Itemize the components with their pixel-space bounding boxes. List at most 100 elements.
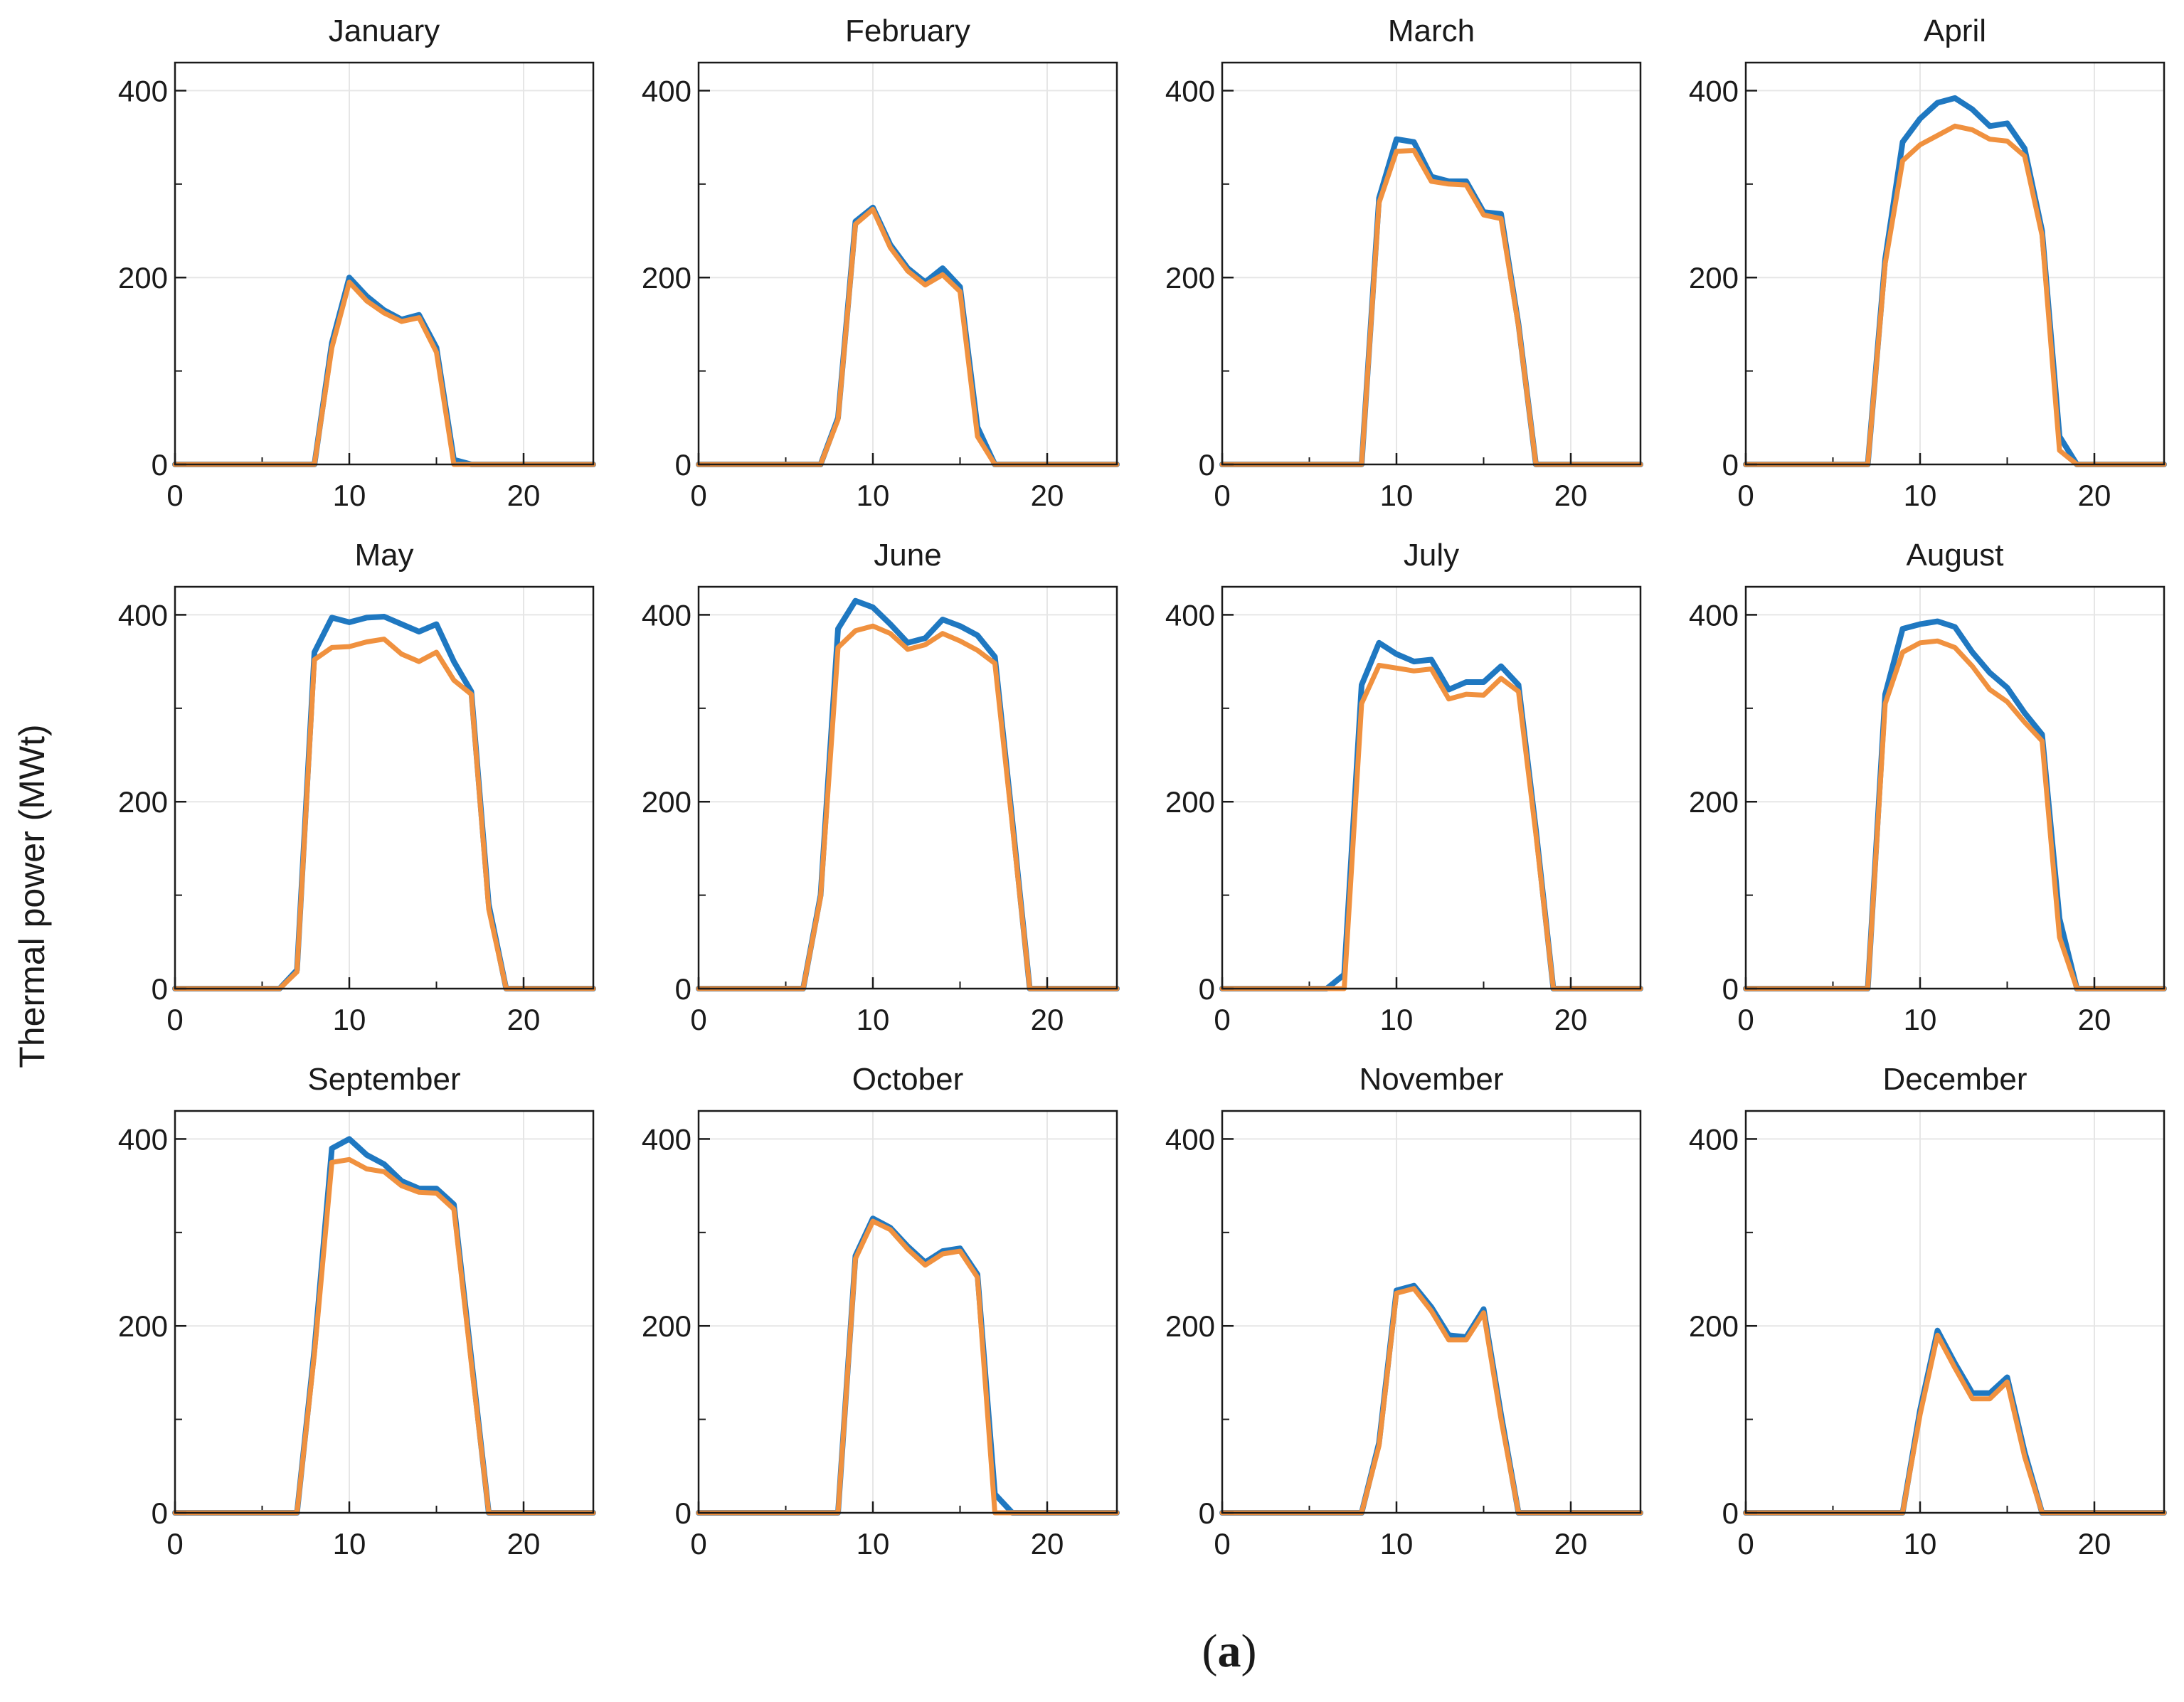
y-tick-label: 200: [1165, 785, 1215, 819]
panel-title: June: [874, 538, 941, 573]
y-tick-label: 400: [642, 1122, 691, 1156]
panel-june: 0 200 400 0 10 20 June: [642, 538, 1120, 1036]
plot-frame: [1221, 61, 1642, 466]
x-tick-label: 10: [1904, 1527, 1937, 1560]
y-tick-label: 200: [642, 785, 691, 819]
y-tick-label: 200: [642, 1309, 691, 1343]
caption-letter: a: [1218, 1625, 1241, 1677]
x-tick-label: 20: [2078, 1527, 2111, 1560]
y-tick-label: 0: [1722, 448, 1739, 482]
panel-title: January: [329, 14, 440, 48]
plot-frame: [174, 1110, 595, 1514]
x-tick-label: 20: [1031, 1527, 1064, 1560]
x-tick-label: 10: [1380, 1527, 1414, 1560]
series-line-1: [696, 204, 1120, 467]
panel-december: 0 200 400 0 10 20 December: [1689, 1062, 2167, 1560]
figure-caption: (a): [1202, 1625, 1257, 1677]
x-tick-label: 20: [1554, 1527, 1588, 1560]
panel-title: November: [1359, 1062, 1504, 1097]
x-tick-label: 0: [166, 1527, 183, 1560]
series-line-1: [172, 275, 596, 467]
x-tick-label: 0: [1737, 1003, 1754, 1036]
series-line-2: [1743, 638, 2167, 991]
panel-march: 0 200 400 0 10 20 March: [1165, 14, 1643, 512]
series-line-1: [172, 614, 596, 991]
y-tick-label: 0: [1199, 1496, 1215, 1530]
series-line-1: [1743, 618, 2167, 991]
x-tick-label: 10: [333, 479, 366, 512]
x-tick-label: 0: [690, 1527, 706, 1560]
x-tick-label: 20: [1031, 479, 1064, 512]
series-line-2: [696, 206, 1120, 467]
x-tick-label: 0: [690, 1003, 706, 1036]
x-tick-label: 10: [857, 1003, 890, 1036]
plot-frame: [697, 61, 1118, 466]
x-tick-label: 10: [1380, 479, 1414, 512]
y-tick-label: 400: [1689, 598, 1739, 632]
y-tick-label: 0: [152, 1496, 168, 1530]
y-tick-label: 400: [1689, 1122, 1739, 1156]
y-tick-label: 200: [1689, 1309, 1739, 1343]
plot-frame: [174, 61, 595, 466]
y-tick-label: 400: [1689, 74, 1739, 107]
y-tick-label: 400: [1165, 1122, 1215, 1156]
panel-september: 0 200 400 0 10 20 September: [118, 1062, 596, 1560]
x-tick-label: 0: [1737, 479, 1754, 512]
y-tick-label: 0: [1199, 448, 1215, 482]
plot-frame: [1744, 1110, 2166, 1514]
panel-april: 0 200 400 0 10 20 April: [1689, 14, 2167, 512]
panel-november: 0 200 400 0 10 20 November: [1165, 1062, 1643, 1560]
y-tick-label: 400: [642, 598, 691, 632]
x-tick-label: 0: [690, 479, 706, 512]
x-tick-label: 0: [1214, 1003, 1230, 1036]
series-line-2: [172, 637, 596, 991]
panel-august: 0 200 400 0 10 20 August: [1689, 538, 2167, 1036]
plot-frame: [1221, 1110, 1642, 1514]
y-tick-label: 400: [642, 74, 691, 107]
y-tick-label: 0: [1722, 972, 1739, 1006]
x-tick-label: 20: [1554, 479, 1588, 512]
plot-frame: [697, 1110, 1118, 1514]
x-tick-label: 20: [1554, 1003, 1588, 1036]
y-tick-label: 200: [1165, 261, 1215, 294]
y-tick-label: 0: [152, 972, 168, 1006]
y-tick-label: 0: [675, 1496, 691, 1530]
series-line-2: [1219, 662, 1643, 991]
y-tick-label: 200: [118, 261, 168, 294]
panel-title: March: [1388, 14, 1475, 48]
y-tick-label: 0: [1722, 1496, 1739, 1530]
panel-title: February: [845, 14, 970, 48]
y-tick-label: 0: [152, 448, 168, 482]
panel-title: December: [1883, 1062, 2027, 1097]
plot-frame: [1221, 585, 1642, 990]
series-line-1: [1219, 639, 1643, 991]
series-line-2: [1219, 148, 1643, 467]
x-tick-label: 20: [1031, 1003, 1064, 1036]
plot-frame: [174, 585, 595, 990]
y-tick-label: 400: [1165, 74, 1215, 107]
x-tick-label: 20: [507, 1003, 541, 1036]
panel-title: April: [1924, 14, 1986, 48]
series-line-1: [696, 597, 1120, 991]
series-line-2: [1743, 123, 2167, 467]
x-tick-label: 10: [1904, 479, 1937, 512]
plot-frame: [1744, 61, 2166, 466]
y-tick-label: 200: [1689, 785, 1739, 819]
y-tick-label: 200: [642, 261, 691, 294]
x-tick-label: 20: [507, 479, 541, 512]
y-tick-label: 0: [1199, 972, 1215, 1006]
x-tick-label: 10: [1380, 1003, 1414, 1036]
y-tick-label: 200: [1165, 1309, 1215, 1343]
y-tick-label: 0: [675, 448, 691, 482]
y-tick-label: 0: [675, 972, 691, 1006]
x-tick-label: 10: [1904, 1003, 1937, 1036]
y-tick-label: 400: [118, 1122, 168, 1156]
series-line-2: [172, 1156, 596, 1516]
series-line-1: [696, 1216, 1120, 1516]
series-line-1: [1219, 136, 1643, 467]
panel-title: September: [307, 1062, 460, 1097]
x-tick-label: 10: [333, 1527, 366, 1560]
x-tick-label: 20: [2078, 479, 2111, 512]
